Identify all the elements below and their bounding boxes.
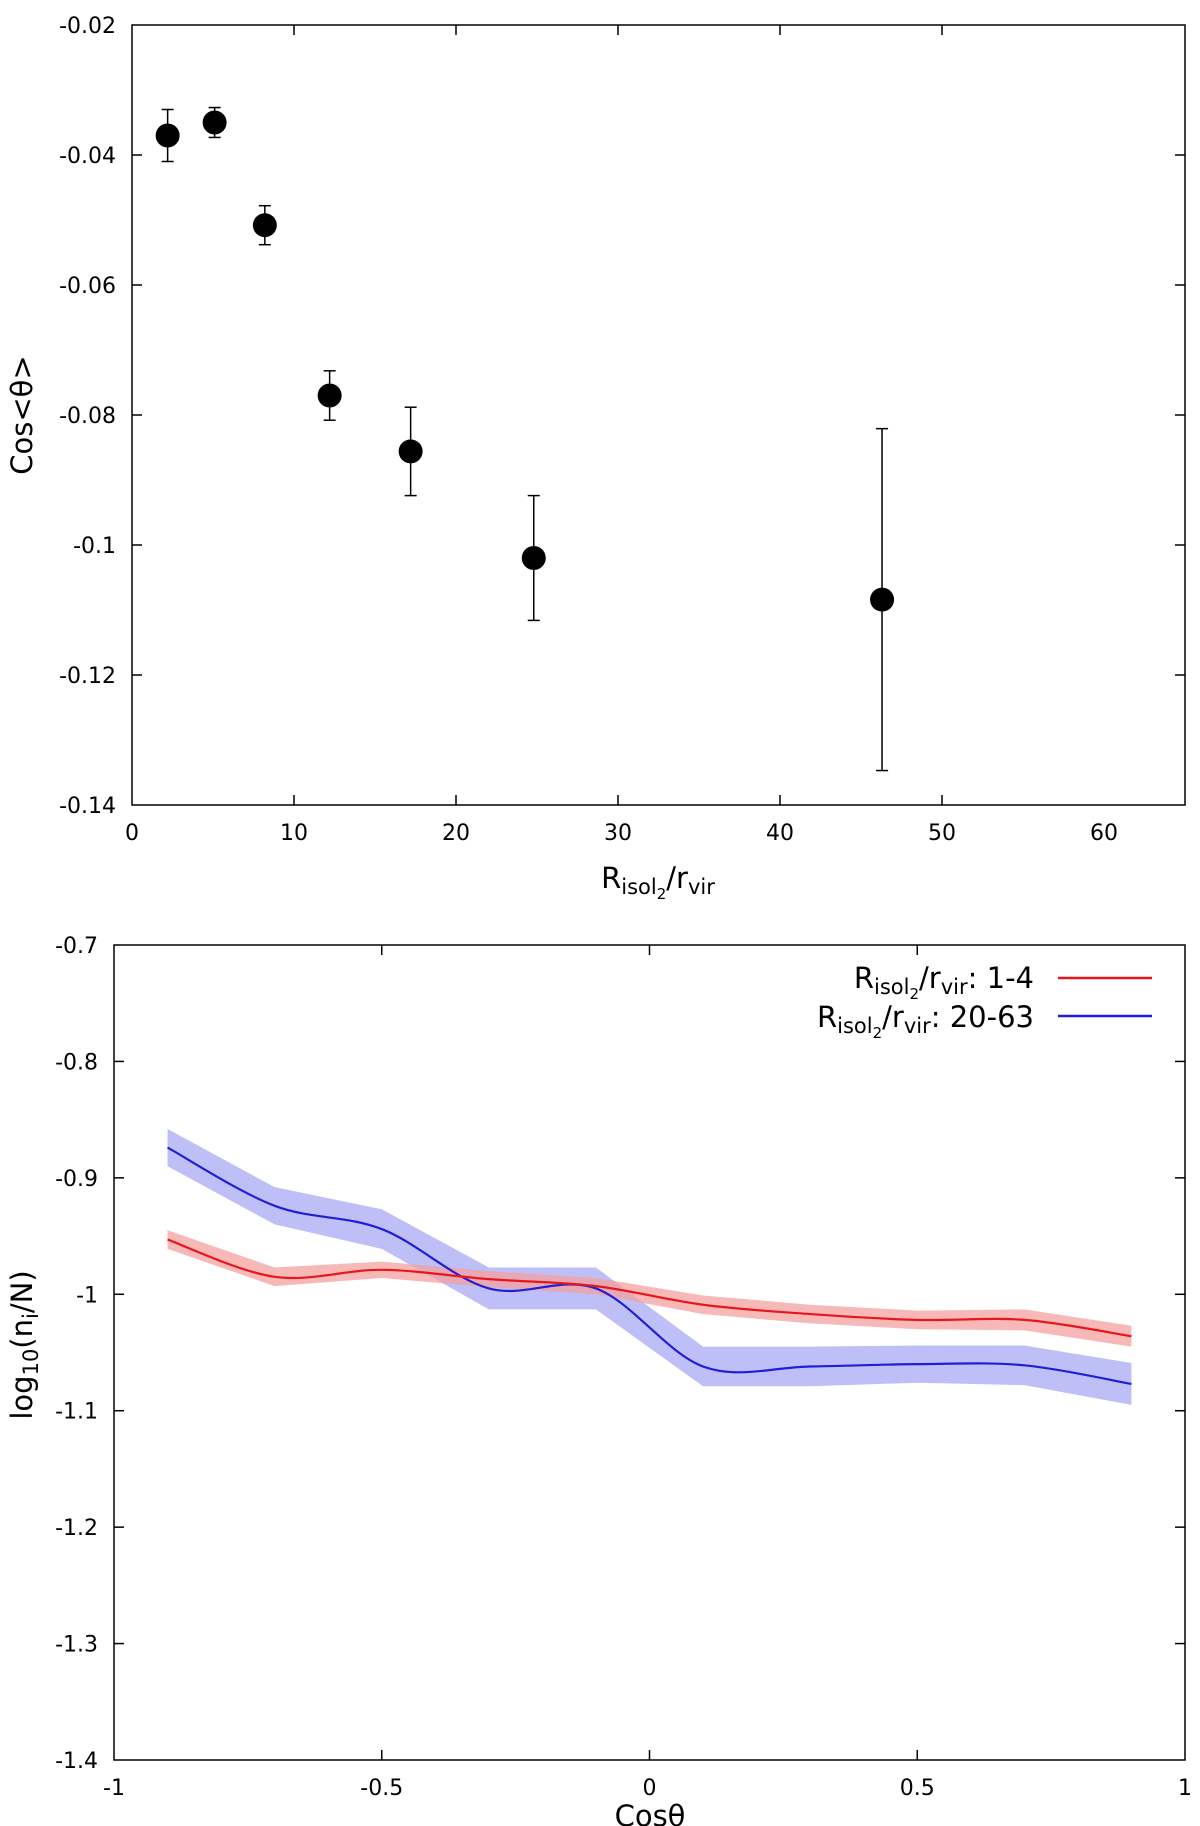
- legend-entry-short-range: Risol2/rvir: 1-4: [854, 961, 1152, 1003]
- scatter-y-axis-title: Cos<θ>: [5, 355, 39, 474]
- series-line-red: [167, 1238, 1132, 1338]
- scatter-x-tick-label: 60: [1090, 821, 1118, 846]
- line-x-tick-label: 0: [643, 1776, 657, 1801]
- line-panel: -1 -0.5 0 0.5 1 -1.4 -1.3 -1.2 -1.1 -1 -0.9 -0.8 -0.…: [5, 934, 1192, 1826]
- scatter-y-tick-label: -0.02: [59, 14, 116, 39]
- data-point: [202, 110, 227, 135]
- confidence-band-red: [167, 1230, 1132, 1347]
- line-y-tick-label: -1.3: [55, 1633, 98, 1658]
- scatter-y-tick-label: -0.08: [59, 404, 116, 429]
- scatter-marks: [155, 106, 895, 772]
- series-line-blue: [167, 1146, 1132, 1386]
- scatter-y-tick-label: -0.06: [59, 274, 116, 299]
- line-y-tick-label: -0.8: [55, 1050, 98, 1075]
- line-y-axis-title: log10(ni/N): [5, 1270, 43, 1419]
- line-y-tick-label: -1.4: [55, 1749, 98, 1774]
- legend-label-20-63: Risol2/rvir: 20-63: [817, 1000, 1034, 1042]
- data-point: [870, 587, 895, 612]
- scatter-x-tick-label: 40: [766, 821, 794, 846]
- line-y-tick-label: -0.9: [55, 1167, 98, 1192]
- scatter-x-tick-label: 20: [442, 821, 470, 846]
- scatter-plot-frame: [131, 24, 1186, 806]
- legend: Risol2/rvir: 1-4 Risol2/rvir: 20-63: [817, 961, 1152, 1042]
- scatter-y-tick-label: -0.04: [59, 144, 116, 169]
- scatter-panel: 0 10 20 30 40 50 60 -0.14 -0.12 -0.1 -0.08 -0.06 -0.…: [5, 14, 1186, 903]
- data-point: [155, 123, 180, 148]
- scatter-axis-ticks: 0 10 20 30 40 50 60 -0.14 -0.12 -0.1 -0.08 -0.06 -0.…: [59, 14, 1185, 846]
- data-point: [521, 546, 546, 570]
- data-point: [252, 213, 277, 238]
- scatter-x-tick-label: 30: [604, 821, 632, 846]
- line-x-tick-label: 0.5: [900, 1776, 935, 1801]
- scatter-y-tick-label: -0.14: [59, 794, 116, 819]
- line-x-tick-label: -0.5: [360, 1776, 403, 1801]
- legend-entry-long-range: Risol2/rvir: 20-63: [817, 1000, 1152, 1042]
- data-point: [398, 439, 423, 464]
- scatter-x-tick-label: 50: [928, 821, 956, 846]
- line-y-tick-label: -1: [76, 1283, 98, 1308]
- line-x-tick-label: -1: [103, 1776, 125, 1801]
- line-x-axis-title: Cosθ: [615, 1799, 686, 1826]
- scatter-y-tick-label: -0.1: [73, 534, 116, 559]
- line-x-tick-label: 1: [1178, 1776, 1192, 1801]
- scatter-y-tick-label: -0.12: [59, 664, 116, 689]
- data-point: [317, 383, 342, 408]
- legend-label-1-4: Risol2/rvir: 1-4: [854, 961, 1034, 1003]
- scatter-x-tick-label: 10: [280, 821, 308, 846]
- line-axis-ticks: -1 -0.5 0 0.5 1 -1.4 -1.3 -1.2 -1.1 -1 -0.9 -0.8 -0.…: [55, 934, 1192, 1801]
- line-y-tick-label: -1.2: [55, 1516, 98, 1541]
- scatter-x-axis-title: Risol2/rvir: [601, 861, 715, 903]
- line-y-tick-label: -0.7: [55, 934, 98, 959]
- confidence-band-blue: [167, 1128, 1132, 1405]
- line-y-tick-label: -1.1: [55, 1400, 98, 1425]
- scatter-x-tick-label: 0: [125, 821, 139, 846]
- line-marks: [167, 1128, 1132, 1405]
